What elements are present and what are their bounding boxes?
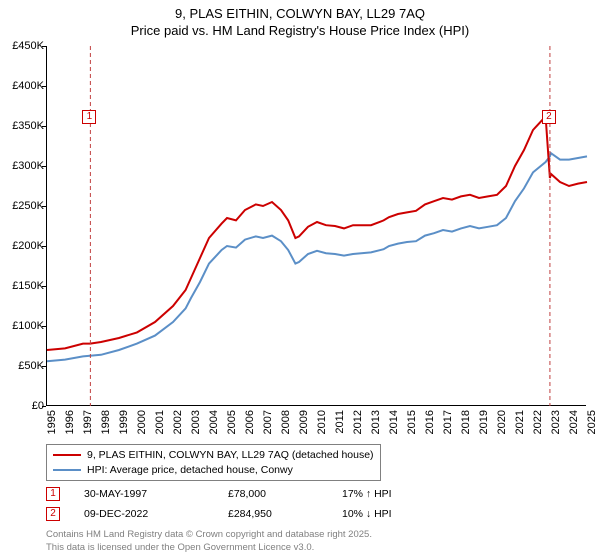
marker-detail-row: 2 09-DEC-2022 £284,950 10% ↓ HPI (46, 507, 586, 521)
marker-num-icon: 1 (46, 487, 60, 501)
marker-vs-hpi: 10% ↓ HPI (342, 508, 392, 520)
y-tick-label: £0 (0, 400, 44, 412)
attribution: Contains HM Land Registry data © Crown c… (46, 529, 586, 554)
marker-num-icon: 2 (46, 507, 60, 521)
y-tick-label: £400K (0, 80, 44, 92)
y-tick-label: £200K (0, 240, 44, 252)
marker-date: 30-MAY-1997 (84, 488, 204, 500)
marker-detail-row: 1 30-MAY-1997 £78,000 17% ↑ HPI (46, 487, 586, 501)
y-tick-label: £150K (0, 280, 44, 292)
attribution-line2: This data is licensed under the Open Gov… (46, 542, 586, 554)
marker-box: 2 (542, 110, 556, 124)
y-tick-label: £450K (0, 40, 44, 52)
y-tick-label: £300K (0, 160, 44, 172)
x-tick-label: 2025 (586, 410, 600, 434)
legend-label: HPI: Average price, detached house, Conw… (87, 463, 293, 478)
marker-vs-hpi: 17% ↑ HPI (342, 488, 392, 500)
attribution-line1: Contains HM Land Registry data © Crown c… (46, 529, 586, 541)
y-tick-label: £250K (0, 200, 44, 212)
chart-plot-area (46, 46, 586, 406)
legend-label: 9, PLAS EITHIN, COLWYN BAY, LL29 7AQ (de… (87, 448, 374, 463)
marker-rows: 1 30-MAY-1997 £78,000 17% ↑ HPI 2 09-DEC-2022… (46, 487, 586, 521)
chart-title-line1: 9, PLAS EITHIN, COLWYN BAY, LL29 7AQ (0, 6, 600, 23)
legend-and-markers: 9, PLAS EITHIN, COLWYN BAY, LL29 7AQ (de… (46, 444, 586, 554)
legend-row: HPI: Average price, detached house, Conw… (53, 463, 374, 478)
series-line (47, 116, 587, 350)
marker-box: 1 (82, 110, 96, 124)
chart-title-line2: Price paid vs. HM Land Registry's House … (0, 23, 600, 40)
marker-price: £284,950 (228, 508, 318, 520)
marker-price: £78,000 (228, 488, 318, 500)
legend-row: 9, PLAS EITHIN, COLWYN BAY, LL29 7AQ (de… (53, 448, 374, 463)
y-tick-label: £100K (0, 320, 44, 332)
legend-swatch (53, 469, 81, 471)
legend-swatch (53, 454, 81, 456)
marker-date: 09-DEC-2022 (84, 508, 204, 520)
y-tick-label: £350K (0, 120, 44, 132)
chart-title-block: 9, PLAS EITHIN, COLWYN BAY, LL29 7AQ Pri… (0, 0, 600, 40)
y-tick-label: £50K (0, 360, 44, 372)
chart-container: 9, PLAS EITHIN, COLWYN BAY, LL29 7AQ Pri… (0, 0, 600, 560)
legend-box: 9, PLAS EITHIN, COLWYN BAY, LL29 7AQ (de… (46, 444, 381, 481)
chart-svg (47, 46, 586, 405)
